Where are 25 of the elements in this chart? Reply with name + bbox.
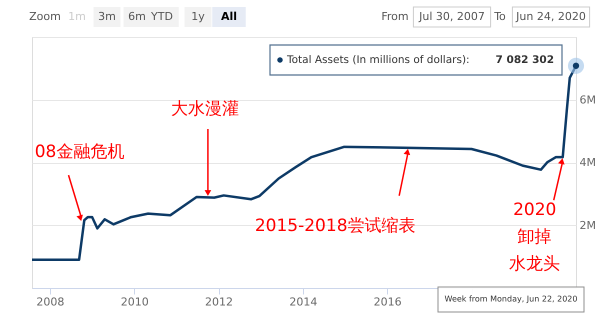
text: Zoom (29, 10, 61, 23)
x-tick-label: 2016 (374, 296, 402, 308)
annotation: 大水漫灌 (170, 99, 239, 120)
legend-label: Total Assets (In millions of dollars): (286, 54, 470, 66)
data-label: 7 082 302 (496, 54, 554, 66)
y-tick-label: 4M (580, 156, 596, 169)
x-tick-label: 2014 (289, 296, 318, 308)
text: 1y (191, 10, 206, 23)
text: Jul 30, 2007 (418, 10, 485, 23)
y-tick-label: 6M (580, 93, 596, 106)
annotation: 2015-2018尝试缩表 (254, 216, 416, 236)
text: From (381, 10, 409, 23)
text: 3m (98, 10, 116, 23)
text: All (220, 10, 238, 23)
x-tick-label: 2012 (205, 296, 234, 308)
text: 6m (128, 10, 146, 23)
y-tick-label: 2M (580, 218, 596, 232)
text: Week from Monday, Jun 22, 2020 (444, 294, 578, 304)
annotation: 2020卸掉水龙头 (509, 200, 560, 274)
text: Jun 24, 2020 (515, 10, 586, 23)
x-tick-label: 2010 (120, 296, 149, 308)
text: To (493, 10, 506, 23)
x-tick-label: 2008 (36, 296, 64, 308)
annotation: 08金融危机 (34, 142, 124, 162)
text: YTD (150, 10, 173, 23)
